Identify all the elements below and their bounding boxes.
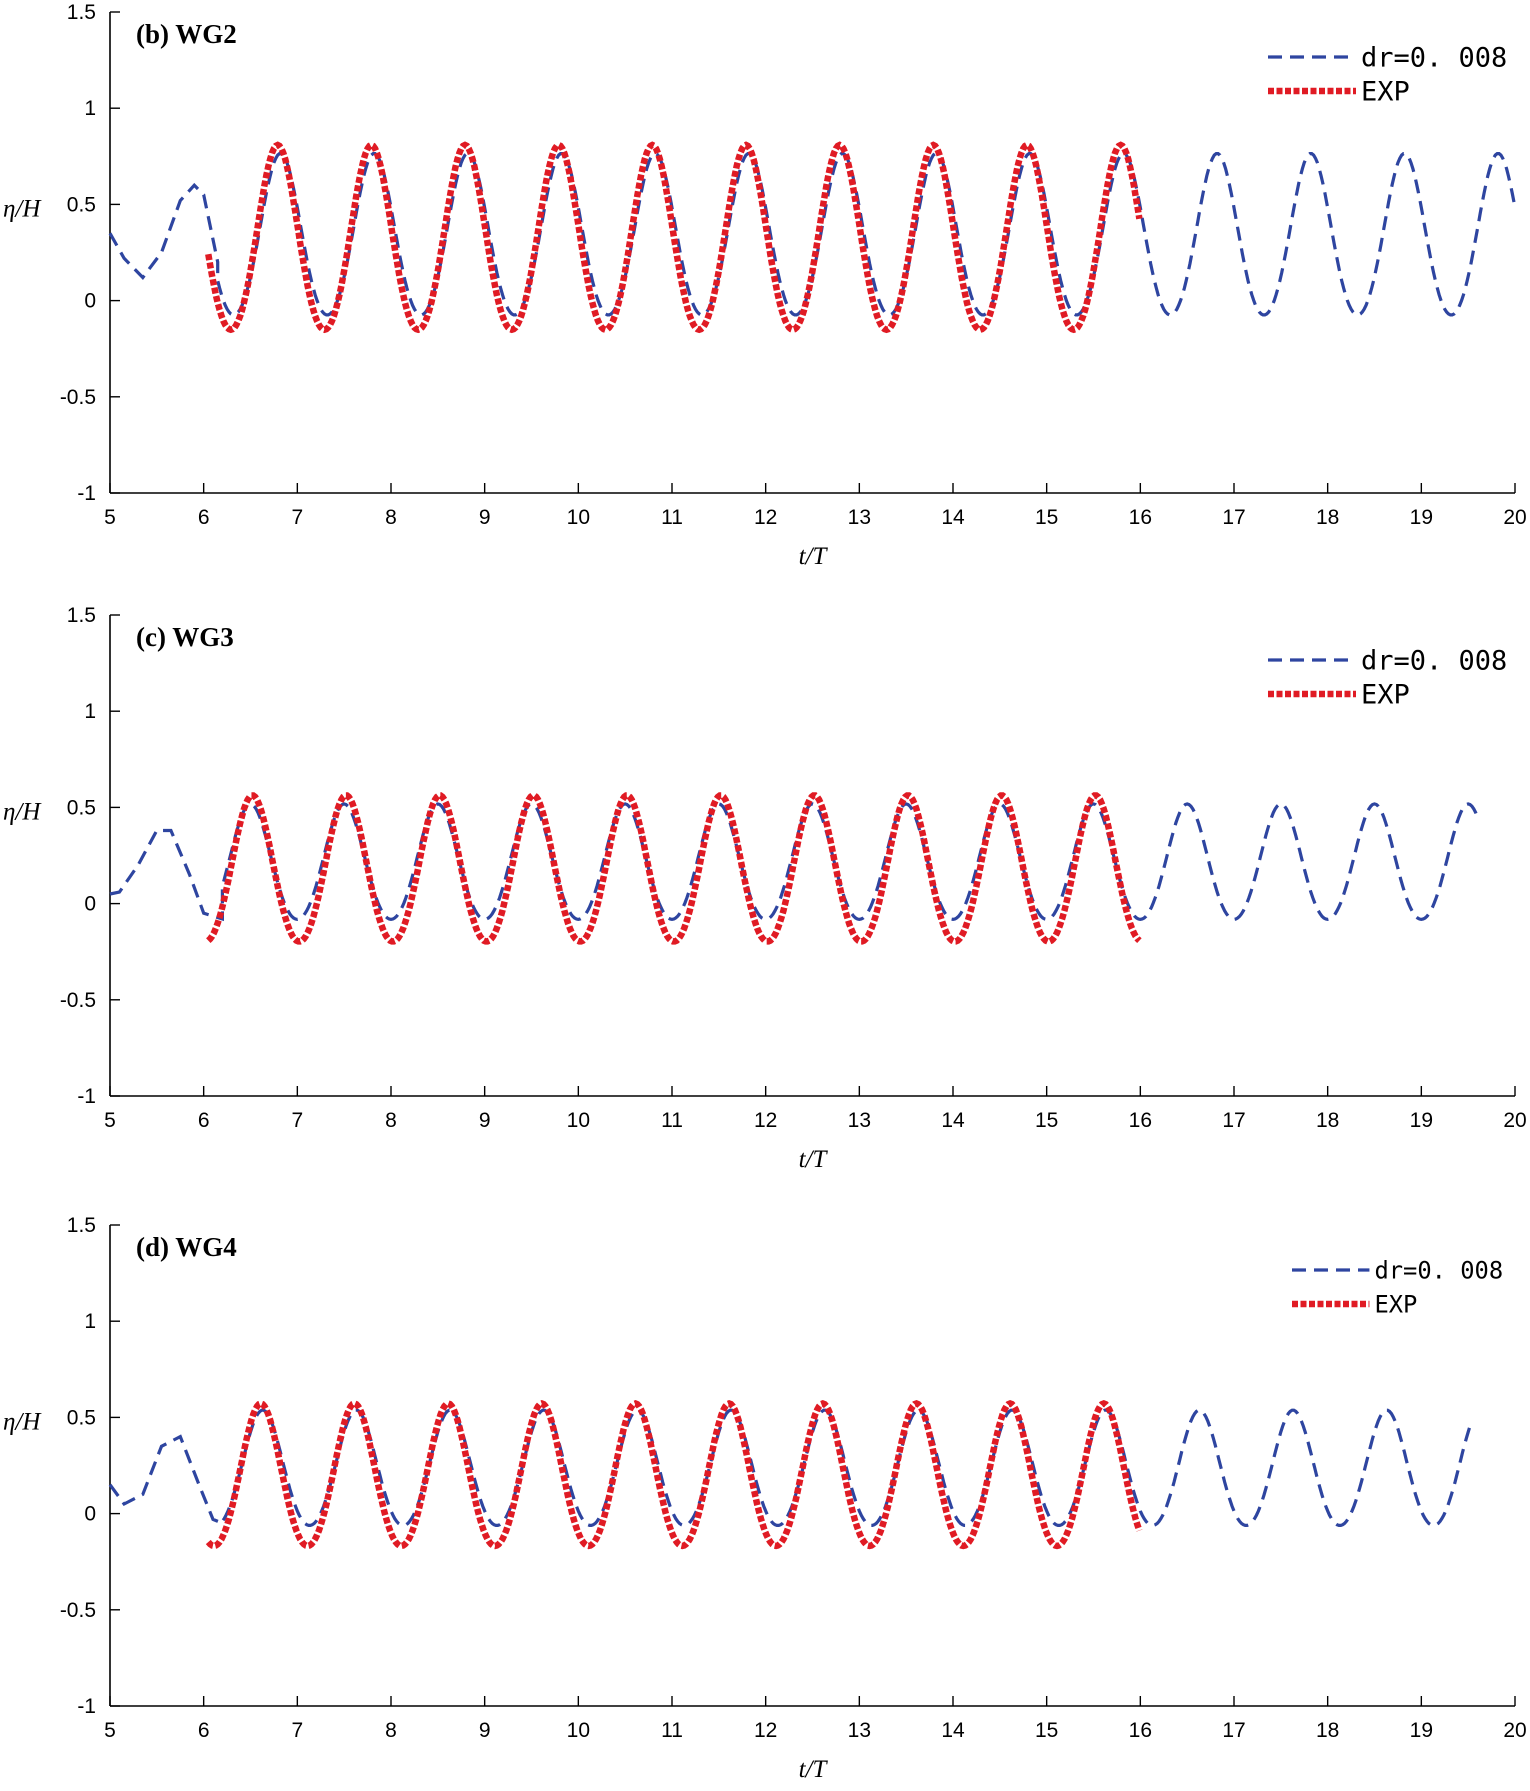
series-line-sim: [108, 152, 1516, 317]
x-tick-label: 5: [104, 506, 116, 529]
x-tick-label: 16: [1129, 1109, 1152, 1132]
x-tick-label: 19: [1410, 506, 1433, 529]
x-tick-label: 10: [567, 1719, 590, 1742]
x-tick-label: 15: [1035, 1109, 1058, 1132]
x-axis-label: t/T: [799, 543, 829, 570]
y-tick-label: 1.5: [67, 1214, 96, 1237]
x-tick-label: 17: [1222, 506, 1245, 529]
series-line-exp: [205, 141, 1143, 334]
x-tick-label: 10: [567, 1109, 590, 1132]
x-tick-label: 20: [1503, 1719, 1526, 1742]
panel-title: (c) WG3: [136, 622, 234, 652]
x-tick-label: 7: [291, 1719, 303, 1742]
panel-title: (d) WG4: [136, 1232, 237, 1262]
x-tick-label: 6: [198, 1719, 210, 1742]
x-tick-label: 9: [479, 1719, 491, 1742]
y-tick-label: 1: [84, 1310, 96, 1333]
x-tick-label: 11: [661, 1719, 683, 1742]
x-tick-label: 13: [848, 1719, 871, 1742]
x-tick-label: 18: [1316, 1109, 1339, 1132]
x-tick-label: 16: [1129, 506, 1152, 529]
x-tick-label: 15: [1035, 1719, 1058, 1742]
x-tick-label: 6: [198, 1109, 210, 1132]
series-line-exp: [205, 1400, 1143, 1550]
y-axis-label: η/H: [3, 195, 42, 222]
y-tick-label: 0.5: [67, 1406, 96, 1429]
y-axis-label: η/H: [3, 798, 42, 825]
x-tick-label: 15: [1035, 506, 1058, 529]
x-tick-label: 12: [754, 1109, 777, 1132]
x-tick-label: 11: [661, 1109, 683, 1132]
x-tick-label: 8: [385, 506, 397, 529]
y-tick-label: -0.5: [60, 989, 96, 1012]
chart-panel-2: 5 6 7 8 9 10 11 12 13 14 15 16 17 18 19 20 -1 -0.5 0 0.5 1 1.…: [3, 604, 1527, 1173]
legend-label-exp: EXP: [1374, 1291, 1417, 1319]
x-tick-label: 12: [754, 506, 777, 529]
panel-title: (b) WG2: [136, 19, 237, 49]
x-tick-label: 8: [385, 1109, 397, 1132]
x-tick-label: 12: [754, 1719, 777, 1742]
x-tick-label: 14: [941, 1109, 965, 1132]
x-tick-label: 14: [941, 1719, 965, 1742]
y-tick-label: -0.5: [60, 386, 96, 409]
x-tick-label: 11: [661, 506, 683, 529]
x-tick-label: 7: [291, 506, 303, 529]
x-tick-label: 18: [1316, 506, 1339, 529]
x-tick-label: 16: [1129, 1719, 1152, 1742]
series-line-exp: [206, 792, 1142, 945]
x-tick-label: 13: [848, 506, 871, 529]
x-tick-label: 20: [1503, 1109, 1526, 1132]
x-tick-label: 5: [104, 1719, 116, 1742]
x-axis-label: t/T: [799, 1146, 829, 1173]
y-tick-label: 0: [84, 1503, 96, 1526]
y-tick-label: 0.5: [67, 193, 96, 216]
y-tick-label: 0: [84, 893, 96, 916]
x-tick-label: 6: [198, 506, 210, 529]
x-tick-label: 7: [291, 1109, 303, 1132]
y-tick-label: -0.5: [60, 1599, 96, 1622]
legend-label-exp: EXP: [1361, 680, 1410, 711]
x-tick-label: 17: [1222, 1719, 1245, 1742]
legend-label-sim: dr=0. 008: [1361, 43, 1507, 74]
y-tick-label: 1.5: [67, 1, 96, 24]
y-tick-label: 1.5: [67, 604, 96, 627]
y-tick-label: -1: [77, 1085, 96, 1108]
y-axis-label: η/H: [3, 1408, 42, 1435]
series-line-sim: [109, 802, 1479, 922]
y-tick-label: 1: [84, 97, 96, 120]
chart-panel-1: 5 6 7 8 9 10 11 12 13 14 15 16 17 18 19 20 -1 -0.5 0 0.5 1 1.…: [3, 1, 1527, 570]
x-tick-label: 14: [941, 506, 965, 529]
legend-label-exp: EXP: [1361, 77, 1410, 108]
x-tick-label: 19: [1410, 1109, 1433, 1132]
x-tick-label: 5: [104, 1109, 116, 1132]
x-tick-label: 9: [479, 1109, 491, 1132]
x-tick-label: 9: [479, 506, 491, 529]
y-tick-label: -1: [77, 482, 96, 505]
x-tick-label: 18: [1316, 1719, 1339, 1742]
y-tick-label: 0: [84, 290, 96, 313]
x-tick-label: 19: [1410, 1719, 1433, 1742]
chart-panel-3: 5 6 7 8 9 10 11 12 13 14 15 16 17 18 19 20 -1 -0.5 0 0.5 1 1.…: [3, 1214, 1527, 1783]
x-tick-label: 13: [848, 1109, 871, 1132]
x-tick-label: 10: [567, 506, 590, 529]
x-tick-label: 20: [1503, 506, 1526, 529]
y-tick-label: -1: [77, 1695, 96, 1718]
y-tick-label: 1: [84, 700, 96, 723]
y-tick-label: 0.5: [67, 796, 96, 819]
x-tick-label: 8: [385, 1719, 397, 1742]
legend-label-sim: dr=0. 008: [1361, 646, 1507, 677]
legend-label-sim: dr=0. 008: [1374, 1257, 1503, 1285]
x-axis-label: t/T: [799, 1756, 829, 1783]
x-tick-label: 17: [1222, 1109, 1245, 1132]
